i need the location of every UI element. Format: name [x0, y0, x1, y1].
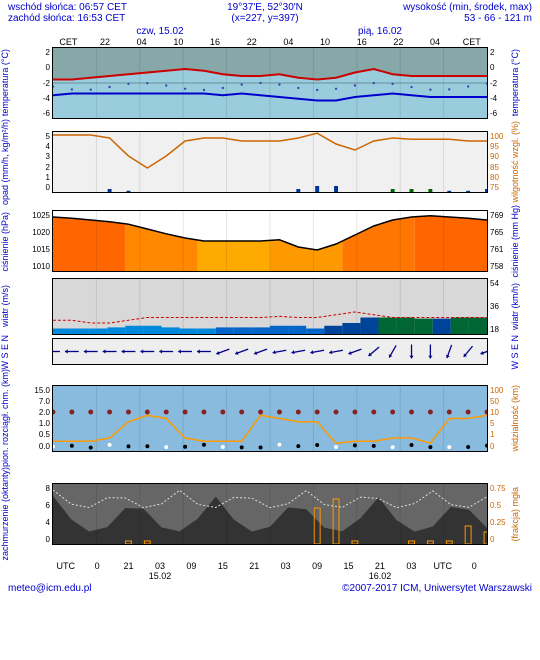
cover-ticks-l: 8640 — [30, 484, 52, 544]
wind-label-l: wiatr (m/s) — [0, 285, 30, 327]
date2: pią, 16.02 — [270, 26, 490, 37]
cover-label-l: zachmurzenie (oktanty) — [0, 467, 30, 561]
cover-label-r: (frakcja) mgła — [510, 487, 540, 542]
pressure-label-l: ciśnienie (hPa) — [0, 212, 30, 272]
winddir-ticks-l — [30, 339, 52, 364]
pressure-ticks-l: 1025102010151010 — [30, 211, 52, 271]
elev-val: 53 - 66 - 121 m — [464, 13, 532, 24]
pressure-label-r: ciśnienie (mm Hg) — [510, 205, 540, 278]
temp-ticks-l: 20-2-4-6 — [30, 48, 52, 118]
xaxis-bot: UTC021030915210309152103UTC0 — [0, 561, 540, 571]
precip-ticks-l: 543210 — [30, 132, 52, 192]
winddir-ticks-r — [488, 339, 510, 364]
temp-panel — [52, 47, 488, 119]
clouds-ticks-r: 1005010510 — [488, 386, 510, 451]
header: wschód słońca: 06:57 CET zachód słońca: … — [0, 0, 540, 26]
xaxis-top: CET22041016220410162204CET — [0, 37, 540, 47]
clouds-panel — [52, 385, 488, 452]
date-row: czw, 15.02 pią, 16.02 — [0, 26, 540, 37]
clouds-label-l: pion. rozciągł. chm. (km) — [0, 369, 30, 467]
winddir-label-l: W S E N — [0, 335, 30, 370]
winddir-panel — [52, 338, 488, 365]
clouds-label-r: widzialność (km) — [510, 385, 540, 452]
precip-panel — [52, 131, 488, 193]
grid-xy: (x=227, y=397) — [231, 13, 298, 24]
elev-label: wysokość (min, środek, max) — [403, 2, 532, 13]
wind-panel — [52, 278, 488, 335]
wind-ticks-l — [30, 279, 52, 334]
sunrise: wschód słońca: 06:57 CET — [8, 2, 127, 13]
temp-label-r: temperatura (°C) — [510, 49, 540, 116]
winddir-label-r: W S E N — [510, 335, 540, 370]
date-under: 15.02 16.02 — [0, 571, 540, 581]
cover-panel — [52, 483, 488, 545]
precip-label-r: wilgotność wzgl. (%) — [510, 121, 540, 203]
sunset: zachód słońca: 16:53 CET — [8, 13, 127, 24]
clouds-ticks-l: 15.07.02.01.00.50.0 — [30, 386, 52, 451]
wind-label-r: wiatr (km/h) — [510, 283, 540, 330]
precip-ticks-r: 1009590858075 — [488, 132, 510, 192]
temp-ticks-r: 20-2-4-6 — [488, 48, 510, 118]
footer-email: meteo@icm.edu.pl — [8, 583, 92, 594]
temp-label-l: temperatura (°C) — [0, 49, 30, 116]
wind-ticks-r: 543618 — [488, 279, 510, 334]
pressure-ticks-r: 769765761758 — [488, 211, 510, 271]
pressure-panel — [52, 210, 488, 272]
date1: czw, 15.02 — [50, 26, 270, 37]
footer: meteo@icm.edu.pl ©2007-2017 ICM, Uniwers… — [0, 581, 540, 596]
coords: 19°37'E, 52°30'N — [227, 2, 303, 13]
footer-copyright: ©2007-2017 ICM, Uniwersytet Warszawski — [342, 583, 532, 594]
cover-ticks-r: 0.750.50.250 — [488, 484, 510, 544]
precip-label-l: opad (mm/h, kg/m²/h) — [0, 119, 30, 205]
